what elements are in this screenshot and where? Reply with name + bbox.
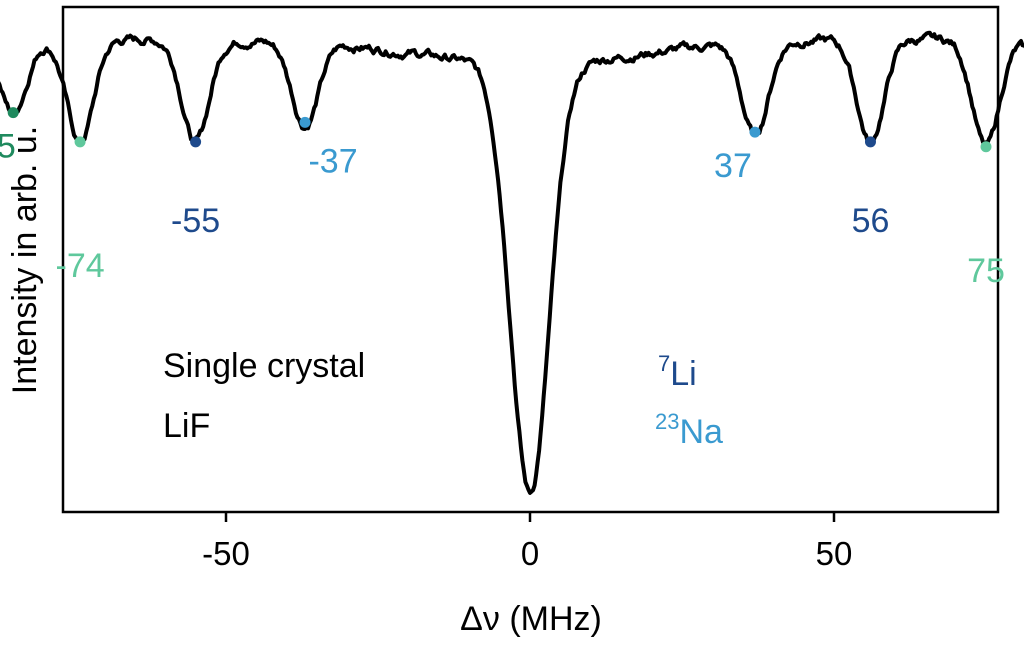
legend-na-mass: 23 (655, 409, 679, 434)
peak-label--37: -37 (308, 142, 357, 180)
peak-marker--74 (74, 136, 86, 148)
legend-li-mass: 7 (658, 351, 670, 376)
peak-labels: -85-74-55-3737567586 (0, 128, 1005, 290)
peak-label--85: -85 (0, 128, 16, 166)
legend-na: 23Na (655, 409, 723, 451)
spectrum-line (0, 30, 1024, 495)
legend-na-element: Na (679, 413, 723, 451)
peak-marker--85 (7, 107, 19, 119)
peak-marker-37 (749, 126, 761, 138)
x-tick-label--50: -50 (202, 535, 250, 572)
legend-li-element: Li (670, 355, 696, 393)
peak-marker--55 (190, 136, 202, 148)
sample-label-line1: Single crystal (163, 347, 365, 385)
peak-label--55: -55 (171, 202, 220, 240)
y-axis-label: Intensity in arb. u. (6, 126, 44, 394)
sample-label-line2: LiF (163, 407, 210, 445)
peak-label-56: 56 (852, 202, 890, 240)
x-axis-label: Δν (MHz) (460, 600, 602, 638)
x-axis-tick-labels: -150-100-50050100150 (202, 535, 853, 572)
x-axis-ticks (224, 512, 836, 522)
peak-label-75: 75 (967, 252, 1005, 290)
legend-li: 7Li (658, 351, 697, 393)
peak-marker-56 (864, 136, 876, 148)
peak-label--74: -74 (56, 247, 105, 285)
peak-label-37: 37 (714, 147, 752, 185)
peak-marker--37 (299, 116, 311, 128)
peak-markers (7, 107, 992, 153)
peak-marker-75 (980, 141, 992, 153)
x-tick-label-0: 0 (521, 535, 539, 572)
x-tick-label-50: 50 (816, 535, 853, 572)
